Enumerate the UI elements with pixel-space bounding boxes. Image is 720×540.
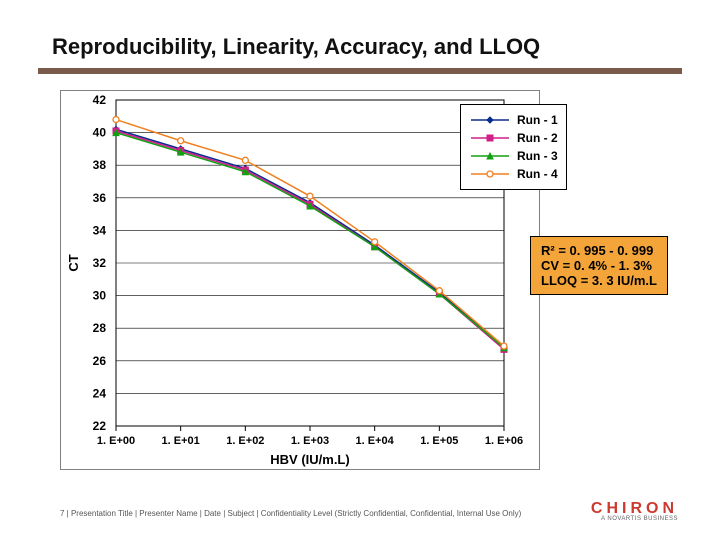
stats-line: CV = 0. 4% - 1. 3% [541, 258, 657, 273]
legend-swatch [469, 165, 511, 183]
logo-sub: A NOVARTIS BUSINESS [591, 516, 678, 522]
svg-text:28: 28 [93, 321, 107, 335]
svg-text:42: 42 [93, 93, 107, 107]
legend: Run - 1 Run - 2 Run - 3 Run - 4 [460, 104, 567, 190]
stats-line: LLOQ = 3. 3 IU/m.L [541, 273, 657, 288]
svg-text:HBV (IU/m.L): HBV (IU/m.L) [270, 452, 349, 467]
legend-label: Run - 3 [517, 149, 558, 163]
svg-text:1. E+01: 1. E+01 [162, 435, 200, 447]
svg-text:1. E+00: 1. E+00 [97, 435, 135, 447]
svg-text:1. E+02: 1. E+02 [226, 435, 264, 447]
svg-text:CT: CT [66, 254, 81, 271]
svg-text:24: 24 [93, 386, 107, 400]
svg-text:30: 30 [93, 289, 107, 303]
legend-label: Run - 2 [517, 131, 558, 145]
legend-swatch [469, 129, 511, 147]
svg-text:32: 32 [93, 256, 107, 270]
svg-text:34: 34 [93, 223, 107, 237]
svg-text:1. E+03: 1. E+03 [291, 435, 329, 447]
svg-text:22: 22 [93, 419, 107, 433]
legend-item: Run - 2 [469, 129, 558, 147]
slide-title: Reproducibility, Linearity, Accuracy, an… [52, 34, 540, 60]
logo: CHIRON A NOVARTIS BUSINESS [591, 500, 678, 522]
svg-text:1. E+04: 1. E+04 [356, 435, 395, 447]
svg-text:1. E+06: 1. E+06 [485, 435, 523, 447]
legend-label: Run - 1 [517, 113, 558, 127]
svg-text:1. E+05: 1. E+05 [420, 435, 458, 447]
legend-item: Run - 1 [469, 111, 558, 129]
stats-line: R² = 0. 995 - 0. 999 [541, 243, 657, 258]
legend-label: Run - 4 [517, 167, 558, 181]
stats-box: R² = 0. 995 - 0. 999CV = 0. 4% - 1. 3%LL… [530, 236, 668, 295]
legend-swatch [469, 147, 511, 165]
footer-text: 7 | Presentation Title | Presenter Name … [60, 509, 521, 518]
svg-text:40: 40 [93, 126, 107, 140]
slide: Reproducibility, Linearity, Accuracy, an… [0, 0, 720, 540]
legend-item: Run - 3 [469, 147, 558, 165]
svg-text:26: 26 [93, 354, 107, 368]
title-rule [38, 68, 682, 74]
svg-text:36: 36 [93, 191, 107, 205]
legend-swatch [469, 111, 511, 129]
legend-item: Run - 4 [469, 165, 558, 183]
svg-text:38: 38 [93, 158, 107, 172]
